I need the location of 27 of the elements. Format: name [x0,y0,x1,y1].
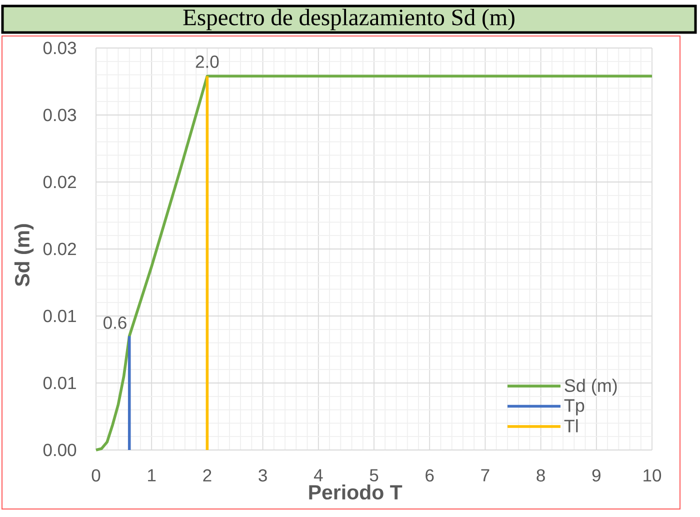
y-axis-title: Sd (m) [14,224,34,286]
x-tick-label: 4 [314,469,323,482]
y-tick-label: 0.01 [43,376,76,390]
y-tick-label: 0.00 [43,444,76,456]
x-tick-label: 9 [592,469,600,482]
y-tick-label: 0.03 [43,108,76,122]
x-axis-title: Periodo T [309,484,402,500]
x-tick-label: 2 [203,469,212,482]
annotation: 2.0 [196,56,219,68]
annotation: 0.6 [104,316,126,329]
x-tick-label: 3 [258,469,267,482]
x-tick-label: 5 [370,469,378,482]
line-series [94,74,654,452]
legend-label: Tp [564,399,584,416]
legend-label: Tl [564,419,578,432]
x-tick-label: 10 [644,469,662,482]
y-tick-label: 0.01 [43,310,76,322]
x-tick-label: 1 [148,469,156,482]
x-tick-label: 6 [426,469,434,482]
y-tick-label: 0.03 [43,42,76,54]
x-tick-label: 0 [92,469,100,482]
x-tick-label: 7 [481,469,490,482]
y-tick-label: 0.02 [43,176,76,188]
y-tick-label: 0.02 [43,242,76,256]
legend-label: Sd (m) [564,378,617,396]
x-tick-label: 8 [536,469,545,482]
chart-title: Espectro de desplazamiento Sd (m) [183,8,514,30]
